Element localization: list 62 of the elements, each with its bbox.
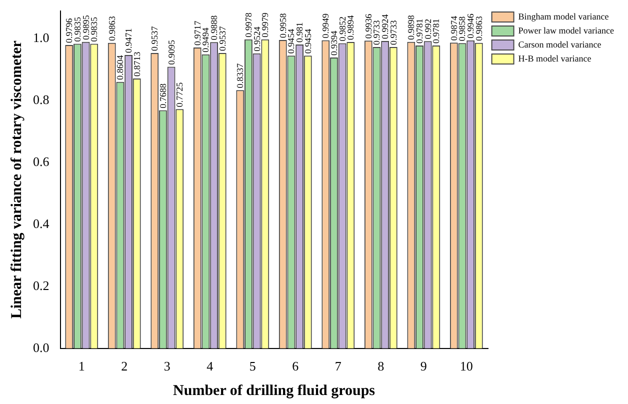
legend-label: H-B model variance [518, 53, 592, 64]
y-tick-label: 0.4 [33, 216, 50, 231]
data-label: 0.9978 [243, 12, 254, 38]
data-label: 0.9835 [89, 16, 100, 42]
data-label: 0.9949 [320, 13, 331, 38]
data-label: 0.9874 [448, 15, 459, 41]
x-tick-label: 4 [206, 358, 214, 374]
y-tick-label: 0.8 [33, 92, 50, 108]
legend-label: Carson model variance [518, 39, 602, 50]
x-axis-title: Number of drilling fluid groups [173, 382, 376, 399]
data-label: 0.9781 [431, 18, 442, 44]
data-label: 0.9895 [80, 14, 91, 40]
data-label: 0.9537 [150, 26, 160, 52]
x-tick-label: 3 [164, 358, 170, 374]
x-tick-label: 10 [460, 358, 473, 374]
data-label: 0.992 [422, 18, 433, 40]
x-tick-label: 9 [420, 358, 427, 374]
data-label: 0.9454 [302, 28, 313, 54]
y-tick-label: 1.0 [33, 30, 50, 46]
data-label: 0.9796 [64, 18, 74, 43]
data-label: 0.8337 [235, 62, 246, 88]
x-tick-label: 5 [249, 358, 256, 374]
y-tick-label: 0.6 [33, 154, 50, 169]
data-label: 0.9894 [346, 14, 356, 40]
data-label: 0.9898 [406, 14, 416, 40]
data-label: 0.9863 [474, 16, 484, 41]
data-label: 0.9946 [466, 13, 476, 38]
data-label: 0.9537 [217, 26, 228, 52]
data-label: 0.9471 [124, 28, 134, 54]
data-label: 0.9858 [457, 16, 468, 42]
data-label: 0.9733 [388, 20, 398, 45]
data-label: 0.9863 [106, 16, 117, 41]
legend-label: Bingham model variance [518, 11, 609, 22]
data-label: 0.9394 [328, 30, 339, 56]
x-tick-label: 1 [78, 358, 85, 374]
y-tick-label: 0.0 [33, 340, 50, 355]
data-label: 0.9958 [278, 12, 288, 38]
x-tick-label: 8 [378, 358, 384, 374]
data-label: 0.9781 [414, 18, 424, 44]
data-label: 0.9924 [380, 14, 390, 40]
data-label: 0.8713 [132, 51, 142, 77]
y-tick-label: 0.2 [33, 278, 50, 293]
data-label: 0.9979 [260, 12, 270, 38]
data-label: 0.9888 [209, 14, 220, 40]
data-label: 0.9936 [363, 13, 374, 39]
data-label: 0.9835 [72, 16, 82, 42]
legend-label: Power law model variance [518, 25, 614, 36]
x-tick-label: 7 [334, 358, 342, 374]
x-tick-label: 2 [121, 358, 128, 374]
data-label: 0.9454 [286, 28, 296, 54]
data-label: 0.8604 [115, 54, 126, 80]
y-axis-title: Linear fitting variance of rotary viscometer [8, 40, 25, 319]
data-label: 0.9852 [337, 16, 348, 42]
data-label: 0.9717 [192, 20, 202, 46]
x-tick-label: 6 [292, 358, 300, 374]
data-label: 0.9095 [166, 39, 176, 65]
data-label: 0.9494 [200, 27, 211, 52]
data-label: 0.7688 [158, 83, 168, 108]
data-label: 0.7725 [174, 82, 185, 108]
data-label: 0.9524 [252, 26, 262, 52]
data-label: 0.9733 [372, 20, 382, 45]
data-label: 0.981 [294, 22, 305, 43]
